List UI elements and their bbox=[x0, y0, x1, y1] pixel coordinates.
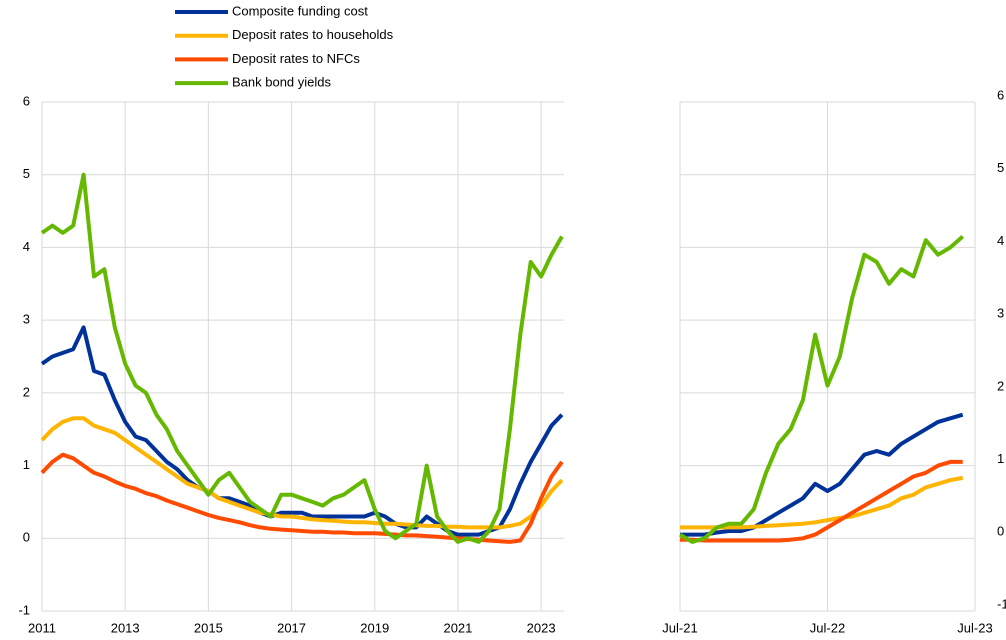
series-line bbox=[678, 235, 965, 544]
x-tick-label: 2023 bbox=[527, 620, 556, 635]
series-line bbox=[40, 325, 564, 537]
legend-label: Deposit rates to NFCs bbox=[232, 51, 360, 66]
y-tick-label: 1 bbox=[997, 451, 1004, 466]
y-tick-label: -1 bbox=[997, 596, 1006, 611]
series-line bbox=[40, 416, 564, 530]
y-tick-label: 6 bbox=[23, 93, 30, 108]
series-line bbox=[680, 475, 964, 530]
y-tick-label: 1 bbox=[23, 457, 30, 472]
legend-label: Bank bond yields bbox=[232, 75, 332, 90]
y-tick-label: 4 bbox=[997, 233, 1004, 248]
y-tick-label: 3 bbox=[23, 312, 30, 327]
x-tick-label: 2015 bbox=[194, 620, 223, 635]
x-tick-label: 2021 bbox=[443, 620, 472, 635]
y-tick-label: 0 bbox=[23, 530, 30, 545]
legend-label: Deposit rates to households bbox=[232, 27, 394, 42]
x-tick-label: 2017 bbox=[277, 620, 306, 635]
series-line bbox=[680, 459, 963, 543]
x-tick-label: 2019 bbox=[360, 620, 389, 635]
legend-label: Composite funding cost bbox=[232, 3, 368, 18]
y-tick-label: -1 bbox=[18, 602, 30, 617]
y-tick-label: 4 bbox=[23, 239, 30, 254]
y-tick-label: 5 bbox=[997, 160, 1004, 175]
y-tick-label: 3 bbox=[997, 306, 1004, 321]
series-line bbox=[40, 172, 564, 544]
x-tick-label: Jul-21 bbox=[662, 620, 697, 635]
x-tick-label: 2011 bbox=[28, 620, 56, 635]
x-tick-label: Jul-23 bbox=[957, 620, 992, 635]
series-line bbox=[680, 412, 964, 537]
y-tick-label: 2 bbox=[997, 378, 1004, 393]
y-tick-label: 2 bbox=[23, 384, 30, 399]
y-tick-label: 0 bbox=[997, 524, 1004, 539]
x-tick-label: 2013 bbox=[111, 620, 140, 635]
y-tick-label: 5 bbox=[23, 166, 30, 181]
x-tick-label: Jul-22 bbox=[810, 620, 845, 635]
y-tick-label: 6 bbox=[997, 87, 1004, 102]
